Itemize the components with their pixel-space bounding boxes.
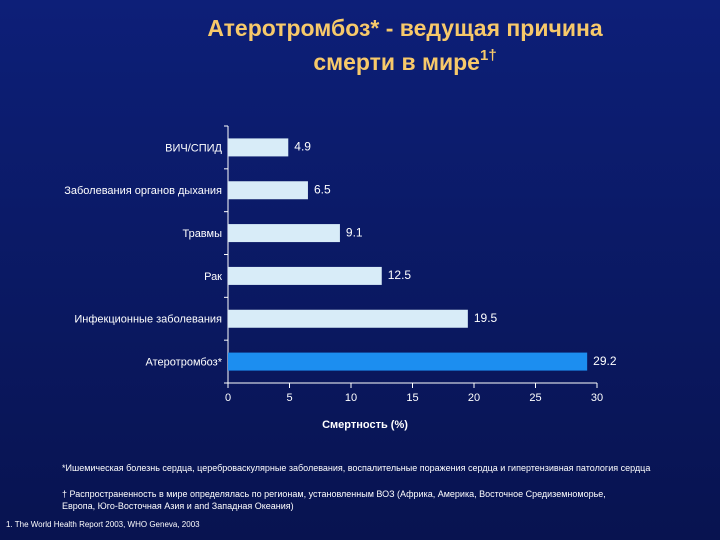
- bar: [228, 224, 340, 243]
- y-tick-label: Инфекционные заболевания: [74, 314, 222, 326]
- x-tick-label: 15: [406, 392, 418, 404]
- y-tick-label: ВИЧ/СПИД: [165, 142, 222, 154]
- bar: [228, 352, 588, 371]
- y-tick-label: Рак: [204, 271, 222, 283]
- bar: [228, 309, 468, 328]
- x-tick-label: 5: [286, 392, 292, 404]
- x-tick-label: 20: [468, 392, 480, 404]
- title-line: Атеротромбоз* - ведущая причина: [207, 15, 602, 41]
- title-line: смерти в мире1†: [313, 47, 496, 75]
- x-tick-label: 25: [529, 392, 541, 404]
- value-label: 9.1: [346, 225, 363, 239]
- x-tick-label: 0: [225, 392, 231, 404]
- value-label: 12.5: [388, 268, 412, 282]
- title-superscript: 1†: [480, 47, 497, 64]
- x-axis-label: Смертность (%): [322, 419, 408, 431]
- footnote: † Распространенность в мире определялась…: [62, 489, 606, 511]
- y-tick-label: Атеротромбоз*: [146, 356, 223, 368]
- bar: [228, 181, 308, 200]
- value-label: 29.2: [593, 354, 617, 368]
- bar: [228, 266, 382, 285]
- value-label: 19.5: [474, 311, 498, 325]
- title-text: смерти в мире: [313, 49, 480, 75]
- y-tick-label: Заболевания органов дыхания: [64, 185, 222, 197]
- x-tick-label: 30: [591, 392, 603, 404]
- x-tick-label: 10: [345, 392, 357, 404]
- value-label: 6.5: [314, 182, 331, 196]
- value-label: 4.9: [294, 140, 311, 154]
- source: 1. The World Health Report 2003, WHO Gen…: [6, 520, 200, 529]
- bar: [228, 138, 289, 157]
- y-tick-label: Травмы: [182, 228, 222, 240]
- footnote: *Ишемическая болезнь сердца, цереброваск…: [62, 463, 651, 473]
